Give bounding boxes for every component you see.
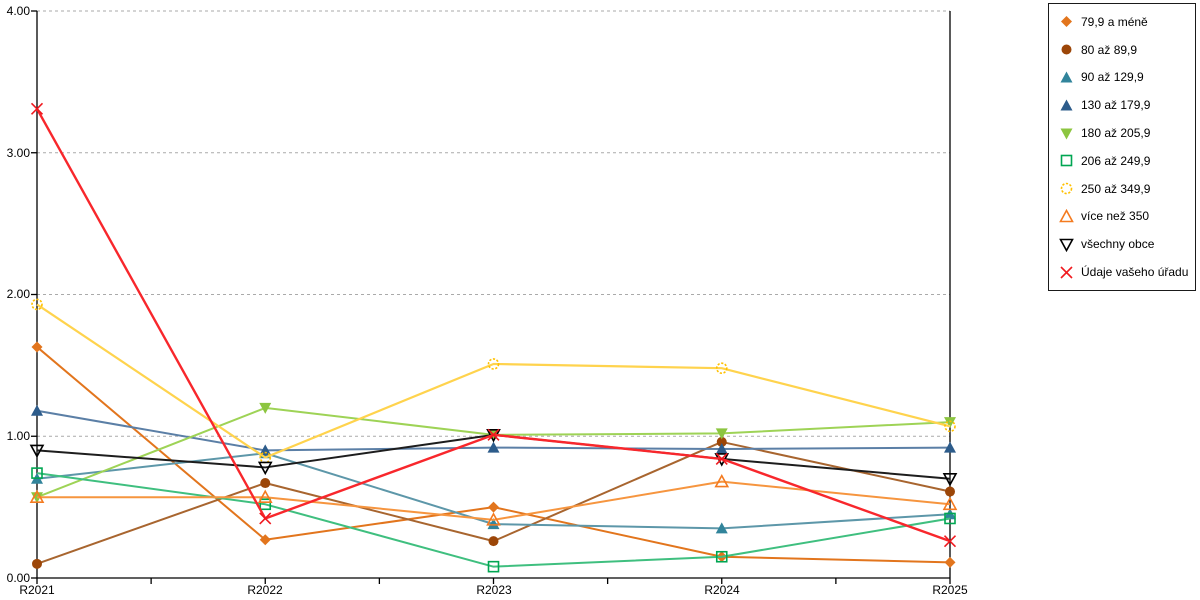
legend-item-9: Údaje vašeho úřadu bbox=[1059, 265, 1195, 280]
x-tick-label-2: R2023 bbox=[476, 583, 512, 597]
y-tick-label-2: 2.00 bbox=[6, 287, 30, 301]
y-tick-label-1: 1.00 bbox=[6, 429, 30, 443]
legend-label: 206 až 249,9 bbox=[1081, 153, 1151, 168]
legend-item-8: všechny obce bbox=[1059, 237, 1195, 252]
x-tick-label-4: R2025 bbox=[932, 583, 968, 597]
teal-triangle-icon bbox=[1059, 70, 1074, 85]
legend-item-1: 80 až 89,9 bbox=[1059, 42, 1195, 57]
legend-item-6: 250 až 349,9 bbox=[1059, 181, 1195, 196]
red-x-icon bbox=[1059, 265, 1074, 280]
x-tick-label-3: R2024 bbox=[704, 583, 740, 597]
series-1 bbox=[32, 436, 955, 569]
series-7 bbox=[29, 473, 958, 526]
y-tick-label-3: 3.00 bbox=[6, 146, 30, 160]
legend-item-3: 130 až 179,9 bbox=[1059, 98, 1195, 113]
legend: 79,9 a méně 80 až 89,9 90 až 129,9 130 a… bbox=[1048, 3, 1196, 291]
legend-label: 250 až 349,9 bbox=[1081, 181, 1151, 196]
orange-diamond-icon bbox=[1059, 14, 1074, 29]
blue-triangle-icon bbox=[1059, 98, 1074, 113]
series-5 bbox=[31, 467, 956, 573]
black-triangle-down-icon bbox=[1059, 237, 1074, 252]
y-tick-label-0: 0.00 bbox=[6, 571, 30, 585]
legend-label: více než 350 bbox=[1081, 209, 1150, 224]
legend-label: Údaje vašeho úřadu bbox=[1081, 265, 1189, 280]
legend-item-5: 206 až 249,9 bbox=[1059, 153, 1195, 168]
yellow-circle-icon bbox=[1059, 181, 1074, 196]
legend-label: 90 až 129,9 bbox=[1081, 70, 1144, 85]
brown-circle-icon bbox=[1059, 42, 1074, 57]
legend-label: 80 až 89,9 bbox=[1081, 42, 1138, 57]
legend-item-0: 79,9 a méně bbox=[1059, 14, 1195, 29]
legend-item-2: 90 až 129,9 bbox=[1059, 70, 1195, 85]
series-9 bbox=[30, 102, 957, 548]
x-tick-label-0: R2021 bbox=[19, 583, 55, 597]
green-triangle-down-icon bbox=[1059, 126, 1074, 141]
legend-label: 130 až 179,9 bbox=[1081, 98, 1151, 113]
legend-item-7: více než 350 bbox=[1059, 208, 1195, 224]
orange-triangle-icon bbox=[1059, 208, 1074, 224]
series-0 bbox=[31, 341, 956, 568]
legend-item-4: 180 až 205,9 bbox=[1059, 126, 1195, 141]
green-square-icon bbox=[1059, 153, 1074, 168]
y-tick-label-4: 4.00 bbox=[6, 4, 30, 18]
legend-label: všechny obce bbox=[1081, 237, 1155, 252]
x-tick-label-1: R2022 bbox=[247, 583, 283, 597]
legend-label: 79,9 a méně bbox=[1081, 14, 1148, 29]
legend-label: 180 až 205,9 bbox=[1081, 126, 1151, 141]
series-4 bbox=[31, 402, 956, 504]
